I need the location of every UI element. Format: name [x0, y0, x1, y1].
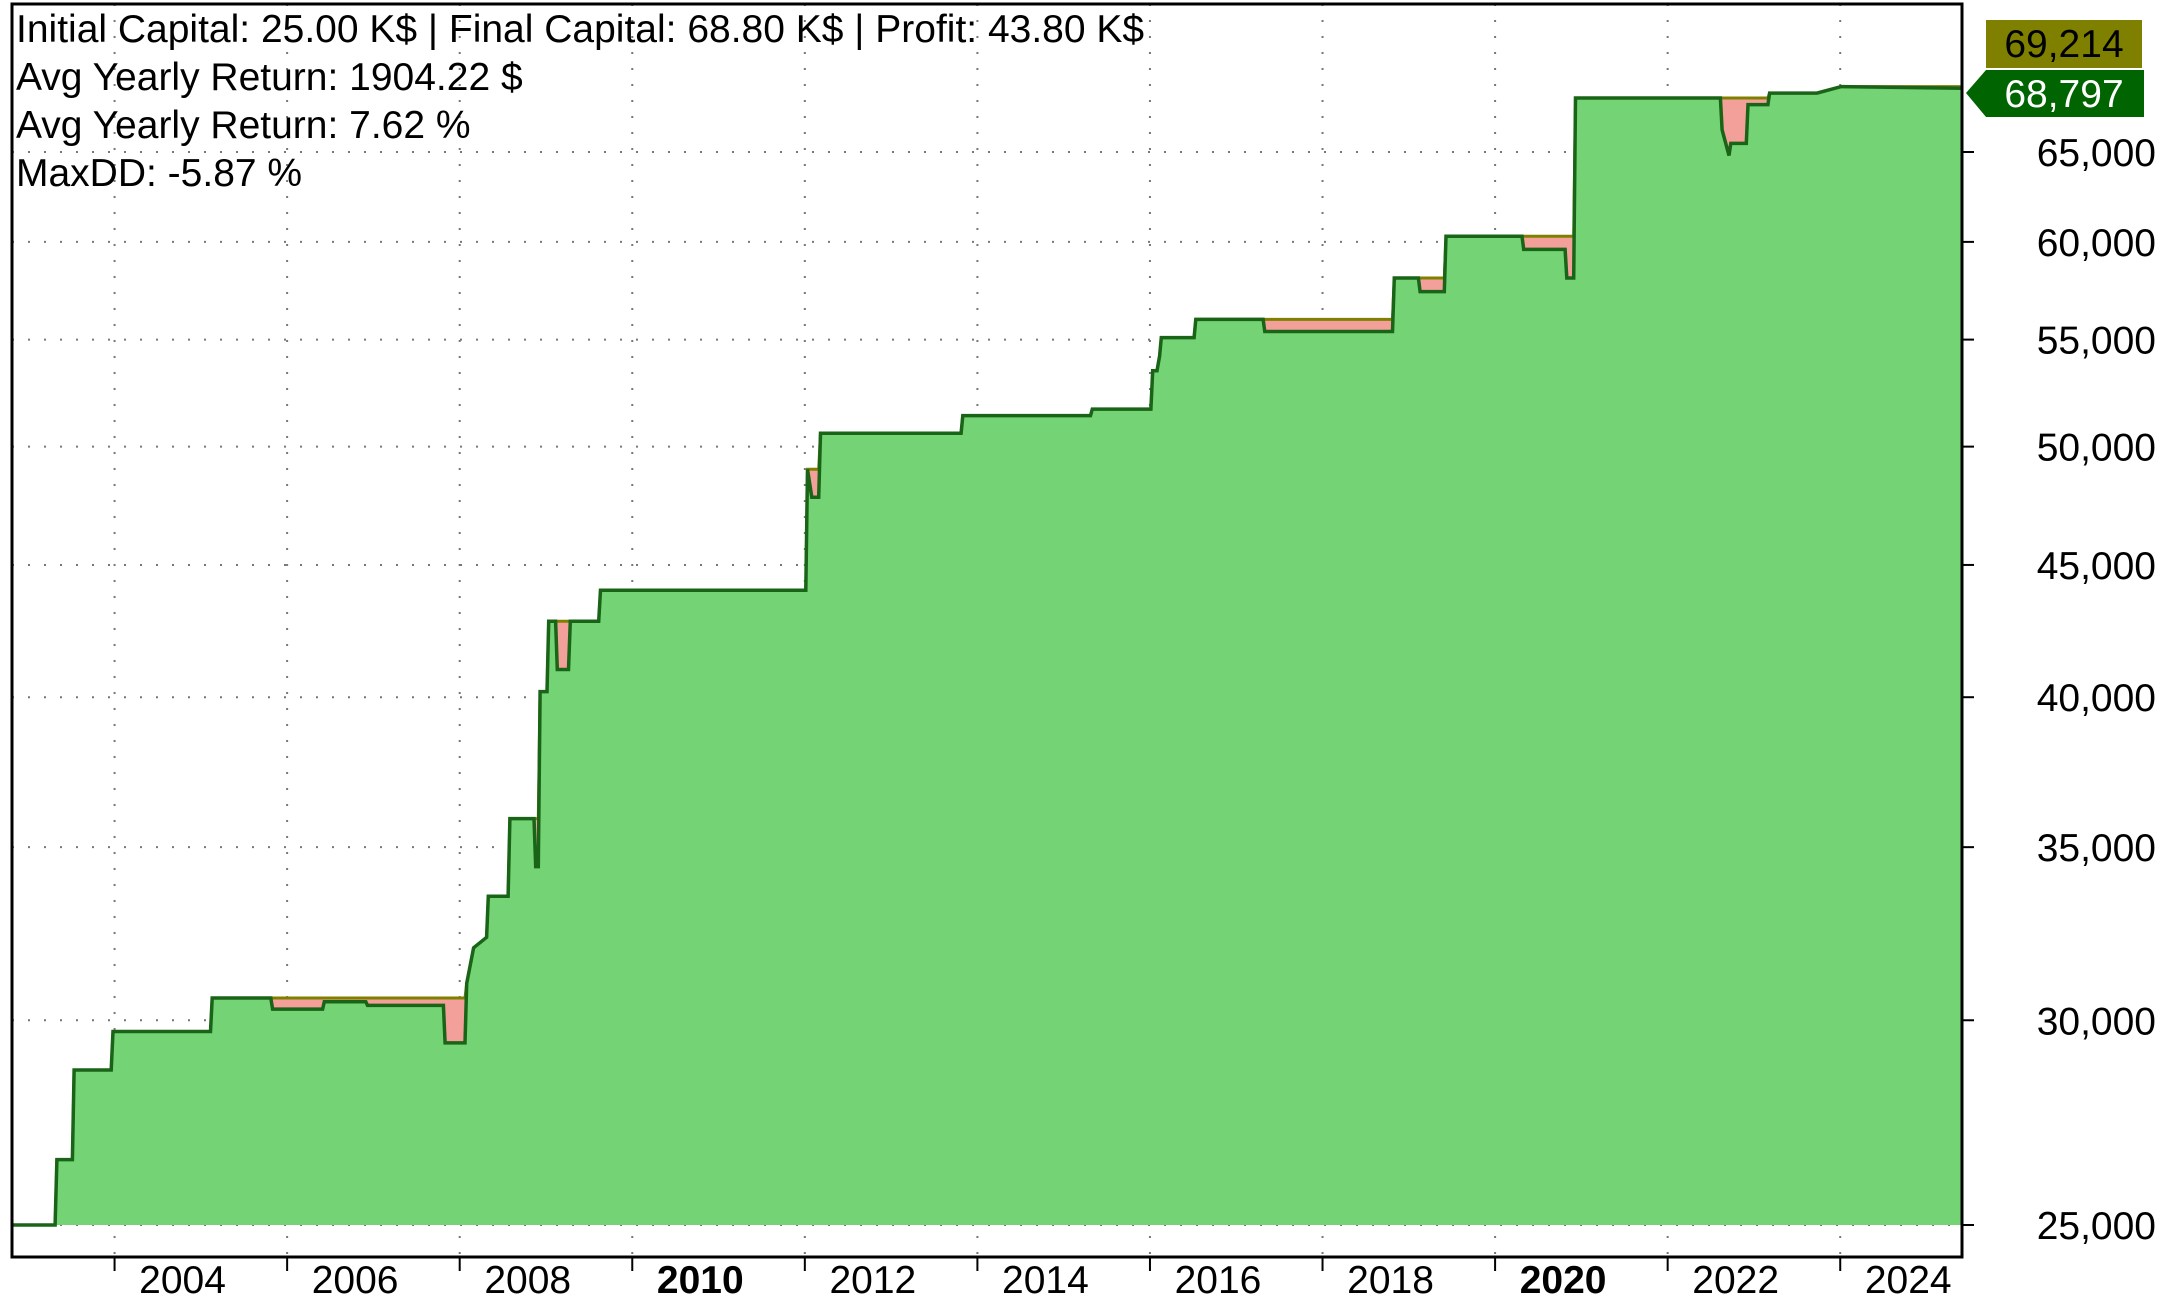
y-axis: 25,000 30,000 35,000 40,000 45,000 50,000 55,0… — [1962, 132, 2156, 1248]
peak-value-tag: 69,214 — [1986, 20, 2142, 68]
last-value-tag: 68,797 — [1966, 70, 2144, 117]
peak-value-label: 69,214 — [2004, 23, 2123, 66]
x-tick-label: 2006 — [312, 1259, 399, 1302]
equity-area — [12, 86, 1962, 1226]
y-tick-label: 30,000 — [2037, 1000, 2156, 1043]
stats-max-drawdown: MaxDD: -5.87 % — [16, 152, 302, 195]
x-tick-label: 2004 — [139, 1259, 226, 1302]
x-tick-label: 2008 — [484, 1259, 571, 1302]
x-tick-label: 2020 — [1520, 1259, 1607, 1302]
y-tick-label: 40,000 — [2037, 677, 2156, 720]
y-tick-label: 60,000 — [2037, 222, 2156, 265]
x-tick-label: 2010 — [657, 1259, 744, 1302]
y-tick-label: 55,000 — [2037, 320, 2156, 363]
x-tick-label: 2012 — [829, 1259, 916, 1302]
stats-avg-return-dollar: Avg Yearly Return: 1904.22 $ — [16, 56, 523, 99]
y-tick-label: 50,000 — [2037, 427, 2156, 470]
x-tick-label: 2018 — [1347, 1259, 1434, 1302]
y-tick-label: 45,000 — [2037, 545, 2156, 588]
plot-frame — [10, 2, 1964, 1259]
y-tick-label: 65,000 — [2037, 132, 2156, 175]
stats-capital-line: Initial Capital: 25.00 K$ | Final Capita… — [16, 8, 1144, 51]
y-tick-label: 25,000 — [2037, 1205, 2156, 1248]
equity-line — [12, 84, 1963, 1227]
plot-area — [12, 84, 1963, 1227]
stats-avg-return-percent: Avg Yearly Return: 7.62 % — [16, 104, 471, 147]
x-tick-label: 2014 — [1002, 1259, 1089, 1302]
y-tick-label: 35,000 — [2037, 827, 2156, 870]
x-tick-label: 2024 — [1865, 1259, 1952, 1302]
x-tick-label: 2016 — [1175, 1259, 1262, 1302]
last-value-label: 68,797 — [2004, 73, 2123, 116]
x-tick-label: 2022 — [1692, 1259, 1779, 1302]
x-axis: 2004 2006 2008 2010 2012 2014 2016 2018 2020 2022… — [113, 1257, 1952, 1302]
